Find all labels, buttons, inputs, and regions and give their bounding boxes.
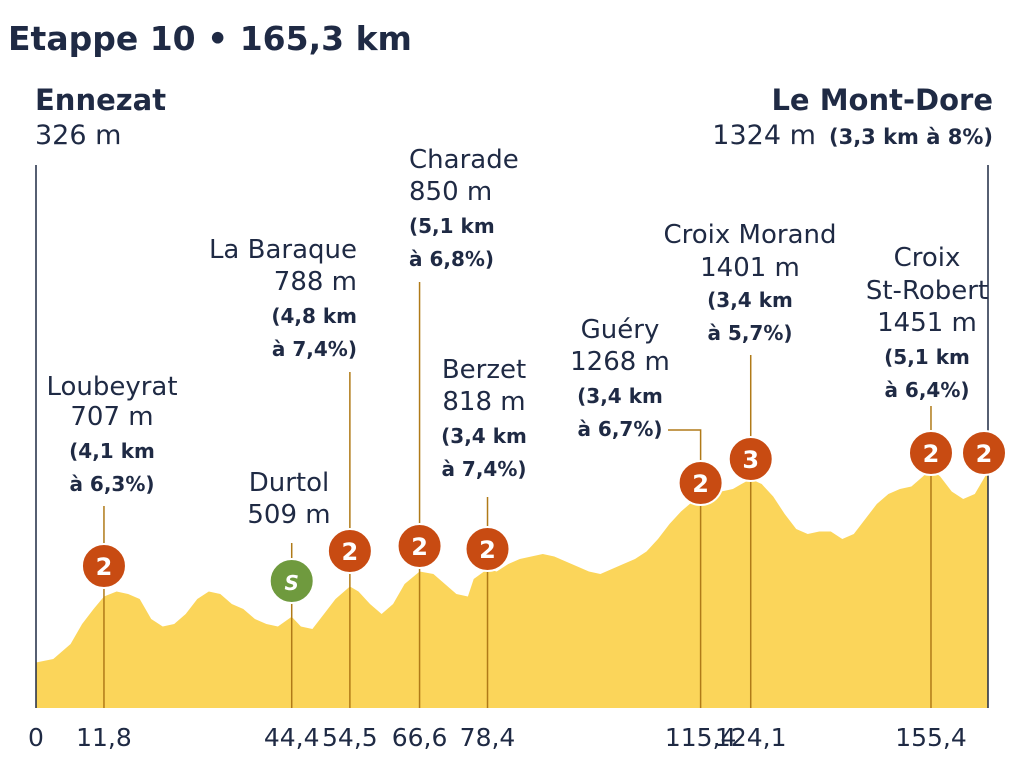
badge-label-charade: 2	[411, 533, 428, 561]
waypoint-altitude-berzet: 818 m	[442, 387, 525, 417]
waypoint-altitude-guery: 1268 m	[570, 347, 670, 377]
waypoint-gradient-line2-charade: à 6,8%)	[409, 247, 494, 271]
waypoint-altitude-croix-morand: 1401 m	[700, 253, 800, 283]
badge-label-berzet: 2	[479, 536, 496, 564]
waypoint-gradient-line2-loubeyrat: à 6,3%)	[69, 472, 154, 496]
waypoint-name-line2-croix-st-robert: St-Robert	[866, 276, 988, 306]
waypoint-altitude-croix-st-robert: 1451 m	[877, 308, 977, 338]
finish-city-name: Le Mont-Dore	[771, 83, 993, 117]
x-tick-label: 0	[28, 723, 44, 752]
waypoint-name-loubeyrat: Loubeyrat	[46, 372, 177, 402]
waypoint-gradient-line1-berzet: (3,4 km	[441, 424, 527, 448]
waypoint-altitude-loubeyrat: 707 m	[70, 402, 153, 432]
x-tick-label: 78,4	[460, 723, 516, 752]
sprint-badge-durtol	[268, 558, 315, 604]
climb-category-badge-finish-climb	[961, 430, 1007, 476]
badge-label-finish-climb: 2	[976, 440, 993, 468]
start-city-name: Ennezat	[35, 83, 166, 117]
start-city-altitude: 326 m	[35, 120, 121, 151]
waypoint-name-durtol: Durtol	[249, 468, 330, 498]
climb-category-badge-charade	[396, 523, 443, 569]
waypoint-gradient-line1-croix-morand: (3,4 km	[707, 288, 793, 312]
finish-city-altitude: 1324 m	[712, 120, 816, 151]
x-tick-label: 155,4	[895, 723, 967, 752]
waypoint-gradient-line2-croix-st-robert: à 6,4%)	[884, 378, 969, 402]
waypoint-gradient-line1-loubeyrat: (4,1 km	[69, 439, 155, 463]
waypoint-name-line1-croix-st-robert: Croix	[894, 243, 961, 273]
waypoint-gradient-line1-charade: (5,1 km	[409, 214, 495, 238]
waypoint-name-la-baraque: La Baraque	[209, 235, 357, 265]
climb-category-badge-croix-st-robert	[907, 430, 954, 476]
x-tick-label: 66,6	[392, 723, 448, 752]
badge-label-croix-st-robert: 2	[923, 440, 940, 468]
waypoint-gradient-line1-croix-st-robert: (5,1 km	[884, 345, 970, 369]
finish-city-info: 1324 m (3,3 km à 8%)	[712, 120, 993, 151]
climb-category-badge-berzet	[464, 526, 511, 572]
x-tick-label: 11,8	[76, 723, 132, 752]
waypoint-badges: 2 S 2 2 2 2 3 2 2	[80, 430, 1007, 604]
waypoint-line-guery	[668, 429, 702, 708]
waypoint-name-croix-morand: Croix Morand	[664, 220, 837, 250]
badge-label-croix-morand: 3	[742, 446, 759, 474]
waypoint-gradient-line1-guery: (3,4 km	[577, 384, 663, 408]
waypoint-name-charade: Charade	[409, 145, 519, 175]
waypoint-gradient-line2-la-baraque: à 7,4%)	[272, 337, 357, 361]
badge-label-guery: 2	[692, 470, 709, 498]
x-tick-label: 54,5	[322, 723, 378, 752]
waypoint-altitude-charade: 850 m	[409, 177, 492, 207]
stage-title: Etappe 10 • 165,3 km	[8, 19, 412, 58]
elevation-profile-area	[36, 469, 988, 708]
badge-label-la-baraque: 2	[342, 538, 359, 566]
waypoint-gradient-line2-croix-morand: à 5,7%)	[707, 321, 792, 345]
x-tick-label: 124,1	[715, 723, 787, 752]
climb-category-badge-loubeyrat	[80, 543, 127, 589]
climb-category-badge-guery	[677, 460, 724, 506]
waypoint-altitude-la-baraque: 788 m	[274, 267, 357, 297]
x-tick-label: 44,4	[264, 723, 320, 752]
badge-label-durtol: S	[285, 571, 299, 595]
waypoint-gradient-line2-berzet: à 7,4%)	[441, 457, 526, 481]
waypoint-name-berzet: Berzet	[442, 355, 526, 385]
waypoint-altitude-durtol: 509 m	[247, 500, 330, 530]
waypoint-gradient-line2-guery: à 6,7%)	[577, 417, 662, 441]
finish-city-gradient: (3,3 km à 8%)	[829, 125, 993, 149]
waypoint-gradient-line1-la-baraque: (4,8 km	[271, 304, 357, 328]
climb-category-badge-croix-morand	[727, 436, 774, 482]
x-tick-label: 115,4	[665, 723, 737, 752]
waypoint-name-guery: Guéry	[581, 315, 660, 345]
badge-label-loubeyrat: 2	[96, 553, 113, 581]
climb-category-badge-la-baraque	[326, 528, 373, 574]
